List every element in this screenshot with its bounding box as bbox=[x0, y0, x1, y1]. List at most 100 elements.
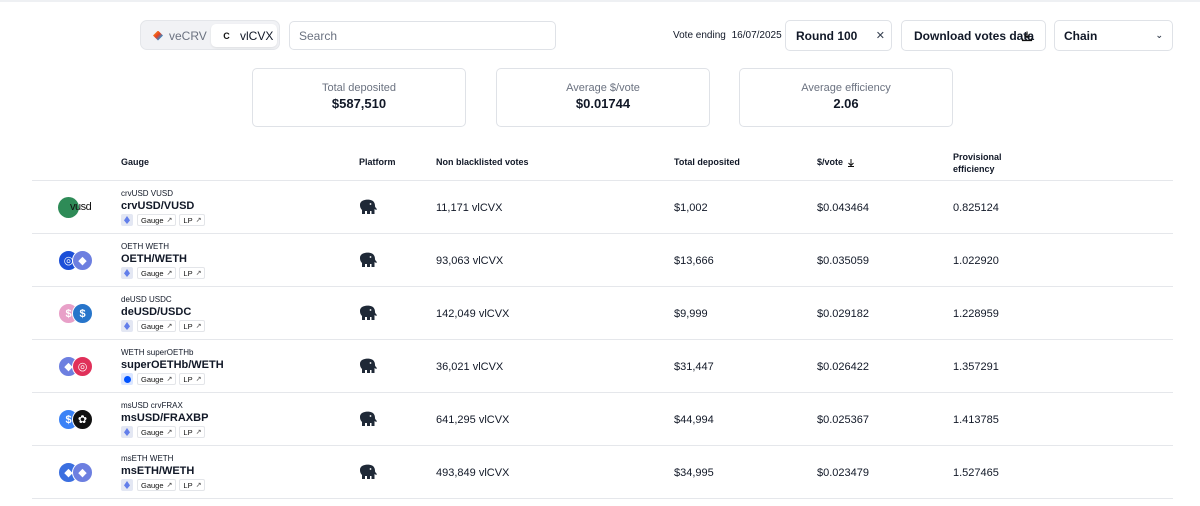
table-row[interactable]: $ $ deUSD USDC deUSD/USDC Gauge ↗ LP ↗ 142… bbox=[32, 287, 1173, 340]
pool-links: Gauge ↗ LP ↗ bbox=[121, 426, 208, 438]
token-b-icon: ◆ bbox=[72, 250, 93, 271]
external-link-icon: ↗ bbox=[195, 376, 202, 383]
gauge-link[interactable]: Gauge ↗ bbox=[137, 373, 177, 385]
votium-elephant-icon[interactable] bbox=[358, 198, 378, 215]
stat-value: $587,510 bbox=[331, 96, 387, 111]
votium-elephant-icon[interactable] bbox=[358, 304, 378, 321]
deposited-value: $9,999 bbox=[674, 308, 708, 320]
column-header-platform: Platform bbox=[359, 157, 396, 167]
votium-elephant-icon[interactable] bbox=[358, 251, 378, 268]
lp-link[interactable]: LP ↗ bbox=[179, 479, 206, 491]
curve-logo-icon bbox=[153, 30, 163, 41]
ethereum-chain-icon bbox=[121, 267, 133, 279]
votes-value: 641,295 vlCVX bbox=[436, 414, 510, 426]
gauge-link-label: Gauge bbox=[141, 480, 164, 490]
stat-value: 2.06 bbox=[833, 96, 859, 111]
row-divider bbox=[32, 286, 1173, 287]
pool-logo-icon: ◎ ◆ bbox=[58, 250, 94, 272]
column-header-per-vote[interactable]: $/vote bbox=[817, 157, 855, 167]
column-header-gauge: Gauge bbox=[121, 157, 150, 167]
column-header-total-deposited: Total deposited bbox=[674, 157, 740, 167]
gauge-link[interactable]: Gauge ↗ bbox=[137, 479, 177, 491]
gauge-link[interactable]: Gauge ↗ bbox=[137, 214, 177, 226]
gauge-link[interactable]: Gauge ↗ bbox=[137, 426, 177, 438]
table-row[interactable]: ◆ ◎ WETH superOETHb superOETHb/WETH Gaug… bbox=[32, 340, 1173, 393]
per-vote-value: $0.035059 bbox=[817, 255, 869, 267]
download-votes-button[interactable]: Download votes data bbox=[901, 20, 1046, 51]
votium-elephant-icon[interactable] bbox=[358, 463, 378, 480]
gauge-link[interactable]: Gauge ↗ bbox=[137, 267, 177, 279]
tab-vlcvx[interactable]: C vlCVX bbox=[211, 24, 277, 47]
pool-tokens: msUSD crvFRAX bbox=[121, 401, 183, 410]
lp-link[interactable]: LP ↗ bbox=[179, 267, 206, 279]
external-link-icon: ↗ bbox=[195, 429, 202, 436]
pool-tokens: crvUSD VUSD bbox=[121, 189, 174, 198]
lp-link-label: LP bbox=[183, 480, 193, 490]
lp-link-label: LP bbox=[183, 321, 193, 331]
lp-link[interactable]: LP ↗ bbox=[179, 373, 206, 385]
efficiency-value: 1.527465 bbox=[953, 467, 999, 479]
pool-name: msETH/WETH bbox=[121, 465, 195, 477]
top-divider bbox=[0, 0, 1200, 2]
pool-logo-icon: ◆ ◎ bbox=[58, 356, 94, 378]
external-link-icon: ↗ bbox=[166, 482, 173, 489]
votes-value: 493,849 vlCVX bbox=[436, 467, 510, 479]
pool-tokens: OETH WETH bbox=[121, 242, 169, 251]
chevron-down-icon: ⌄ bbox=[1155, 30, 1163, 40]
pool-logo-icon: ◆ ◆ bbox=[58, 462, 94, 484]
chain-select-label: Chain bbox=[1064, 28, 1098, 43]
tab-vecrv[interactable]: veCRV bbox=[145, 24, 211, 47]
efficiency-value: 1.022920 bbox=[953, 255, 999, 267]
votium-elephant-icon[interactable] bbox=[358, 357, 378, 374]
gauge-link-label: Gauge bbox=[141, 215, 164, 225]
table-row[interactable]: $ ✿ msUSD crvFRAX msUSD/FRAXBP Gauge ↗ LP… bbox=[32, 393, 1173, 446]
vusd-logo-icon: vusd bbox=[58, 197, 94, 218]
gauge-link-label: Gauge bbox=[141, 374, 164, 384]
pool-links: Gauge ↗ LP ↗ bbox=[121, 320, 208, 332]
pool-tokens: deUSD USDC bbox=[121, 295, 172, 304]
header-divider bbox=[32, 180, 1173, 181]
votium-elephant-icon[interactable] bbox=[358, 410, 378, 427]
deposited-value: $44,994 bbox=[674, 414, 714, 426]
external-link-icon: ↗ bbox=[166, 429, 173, 436]
external-link-icon: ↗ bbox=[195, 482, 202, 489]
lp-link-label: LP bbox=[183, 215, 193, 225]
row-divider bbox=[32, 445, 1173, 446]
tab-vecrv-label: veCRV bbox=[169, 28, 207, 43]
gauge-link[interactable]: Gauge ↗ bbox=[137, 320, 177, 332]
external-link-icon: ↗ bbox=[166, 217, 173, 224]
row-divider bbox=[32, 339, 1173, 340]
per-vote-value: $0.043464 bbox=[817, 202, 869, 214]
chain-select[interactable]: Chain ⌄ bbox=[1054, 20, 1173, 51]
external-link-icon: ↗ bbox=[166, 376, 173, 383]
lp-link[interactable]: LP ↗ bbox=[179, 320, 206, 332]
deposited-value: $31,447 bbox=[674, 361, 714, 373]
pool-name: deUSD/USDC bbox=[121, 306, 192, 318]
pool-name: crvUSD/VUSD bbox=[121, 200, 195, 212]
efficiency-value: 1.228959 bbox=[953, 308, 999, 320]
table-row[interactable]: ◆ ◆ msETH WETH msETH/WETH Gauge ↗ LP ↗ 493… bbox=[32, 446, 1173, 499]
efficiency-value: 0.825124 bbox=[953, 202, 999, 214]
ethereum-chain-icon bbox=[121, 479, 133, 491]
pool-name: msUSD/FRAXBP bbox=[121, 412, 209, 424]
votes-value: 36,021 vlCVX bbox=[436, 361, 504, 373]
search-input[interactable] bbox=[289, 21, 556, 50]
table-row[interactable]: ◎ ◆ OETH WETH OETH/WETH Gauge ↗ LP ↗ 93,06… bbox=[32, 234, 1173, 287]
deposited-value: $34,995 bbox=[674, 467, 714, 479]
protocol-switch: veCRV C vlCVX bbox=[140, 20, 280, 50]
ethereum-chain-icon bbox=[121, 214, 133, 226]
stat-card-average-efficiency: Average efficiency 2.06 bbox=[739, 68, 953, 127]
round-selector[interactable]: Round 100 ✕ bbox=[785, 20, 892, 51]
lp-link[interactable]: LP ↗ bbox=[179, 214, 206, 226]
token-b-icon: ◆ bbox=[72, 462, 93, 483]
pool-logo-icon: $ $ bbox=[58, 303, 94, 325]
lp-link[interactable]: LP ↗ bbox=[179, 426, 206, 438]
gauge-link-label: Gauge bbox=[141, 427, 164, 437]
column-header-per-vote-label: $/vote bbox=[817, 157, 844, 167]
lp-link-label: LP bbox=[183, 268, 193, 278]
table-row[interactable]: vusd crvUSD VUSD crvUSD/VUSD Gauge ↗ LP ↗ … bbox=[32, 181, 1173, 234]
pool-logo-icon: $ ✿ bbox=[58, 409, 94, 431]
clear-round-icon[interactable]: ✕ bbox=[875, 30, 885, 42]
round-label: Round 100 bbox=[796, 28, 858, 43]
efficiency-value: 1.413785 bbox=[953, 414, 999, 426]
